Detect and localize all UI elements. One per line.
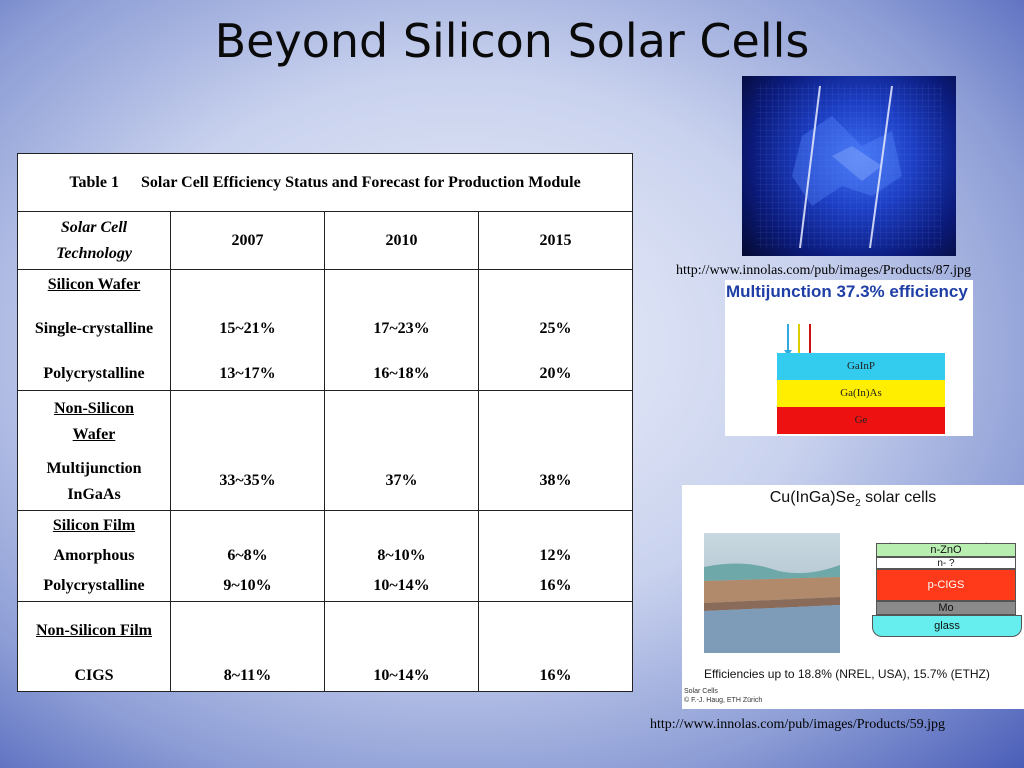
group-heading: Silicon Film <box>52 517 136 534</box>
table-caption-row: Table 1 Solar Cell Efficiency Status and … <box>17 153 633 212</box>
row-label: Single-crystalline <box>34 320 154 337</box>
col-2015: 16% <box>478 601 633 692</box>
cigs-image: Cu(InGa)Se2 solar cells n-ZnO n- ? p-CIG… <box>682 485 1024 709</box>
col-2010: 37% <box>324 390 479 511</box>
col-2007: 8~11% <box>170 601 325 692</box>
table-header-row: Solar Cell Technology 2007 2010 2015 <box>17 211 633 270</box>
cigs-credit-2: © F.-J. Haug, ETH Zürich <box>684 697 763 704</box>
table-cell: 25% <box>539 320 572 337</box>
table-cell: 6~8% <box>227 547 268 564</box>
header-technology-line2: Technology <box>56 244 132 262</box>
table-row: Non-Silicon Film CIGS 8~11% 10~14% 16% <box>17 601 633 692</box>
cigs-cross-section <box>704 533 990 653</box>
cigs-layer-glass: glass <box>872 615 1022 637</box>
table-cell: 13~17% <box>219 365 276 382</box>
slide-title: Beyond Silicon Solar Cells <box>214 14 810 68</box>
col-2007: 6~8% 9~10% <box>170 510 325 602</box>
col-2015: 25% 20% <box>478 269 633 391</box>
col-2015: 12% 16% <box>478 510 633 602</box>
table-cell: 17~23% <box>373 320 430 337</box>
table-cell: 38% <box>539 472 572 489</box>
cigs-layer-pcigs: p-CIGS <box>876 569 1016 601</box>
col-2015: 38% <box>478 390 633 511</box>
col-2010: 8~10% 10~14% <box>324 510 479 602</box>
table-cell: 15~21% <box>219 320 276 337</box>
table-row: Non-Silicon Wafer Multijunction InGaAs 3… <box>17 390 633 511</box>
col-2007: 15~21% 13~17% <box>170 269 325 391</box>
row-label: Amorphous <box>53 547 135 564</box>
col-2007: 33~35% <box>170 390 325 511</box>
cigs-image-url: http://www.innolas.com/pub/images/Produc… <box>650 717 946 732</box>
cigs-footer: Efficiencies up to 18.8% (NREL, USA), 15… <box>704 667 990 681</box>
table-cell: 12% <box>539 547 572 564</box>
table-row: Silicon Film Amorphous Polycrystalline 6… <box>17 510 633 602</box>
layer-bottom: Ge <box>777 407 945 434</box>
row-label: Polycrystalline <box>43 577 145 594</box>
cigs-layer-n: n- ? <box>876 557 1016 569</box>
multijunction-title: Multijunction 37.3% efficiency <box>726 282 968 301</box>
cigs-title-subscript: 2 <box>855 498 861 510</box>
header-2015: 2015 <box>478 211 633 270</box>
table-cell: 16% <box>539 667 572 684</box>
group-non-silicon-film: Non-Silicon Film CIGS <box>17 601 171 692</box>
table-cell: 16% <box>539 577 572 594</box>
group-silicon-film: Silicon Film Amorphous Polycrystalline <box>17 510 171 602</box>
group-heading: Silicon Wafer <box>47 276 141 293</box>
table-cell: 10~14% <box>373 577 430 594</box>
col-2010: 10~14% <box>324 601 479 692</box>
header-technology: Solar Cell Technology <box>17 211 171 270</box>
header-technology-line1: Solar Cell <box>60 218 128 236</box>
layer-mid: Ga(In)As <box>777 380 945 407</box>
row-label-line1: Multijunction <box>46 460 142 477</box>
table-cell: 10~14% <box>373 667 430 684</box>
col-2010: 17~23% 16~18% <box>324 269 479 391</box>
group-silicon-wafer: Silicon Wafer Single-crystalline Polycry… <box>17 269 171 391</box>
table-cell: 8~10% <box>377 547 426 564</box>
cigs-title: Cu(InGa)Se2 solar cells <box>682 489 1024 509</box>
group-heading: Non-Silicon Film <box>35 622 152 639</box>
cigs-layer-nzno: n-ZnO <box>876 543 1016 557</box>
cigs-title-main: Cu(InGa)Se <box>769 489 856 506</box>
table-caption-label: Table 1 <box>69 173 119 191</box>
group-heading-line1: Non-Silicon <box>53 400 134 417</box>
solar-panel-graphic <box>756 84 942 249</box>
multijunction-image: Multijunction 37.3% efficiency GaInP Ga(… <box>725 280 973 436</box>
table-cell: 8~11% <box>223 667 272 684</box>
table-cell: 16~18% <box>373 365 430 382</box>
table-cell: 20% <box>539 365 572 382</box>
cigs-layer-mo: Mo <box>876 601 1016 615</box>
solar-panel-image <box>742 76 956 256</box>
efficiency-table: Table 1 Solar Cell Efficiency Status and … <box>17 153 633 692</box>
table-row: Silicon Wafer Single-crystalline Polycry… <box>17 269 633 391</box>
group-heading-line2: Wafer <box>72 426 116 443</box>
row-label-line2: InGaAs <box>67 486 121 503</box>
cigs-title-rest: solar cells <box>860 489 937 506</box>
group-non-silicon-wafer: Non-Silicon Wafer Multijunction InGaAs <box>17 390 171 511</box>
table-cell: 9~10% <box>223 577 272 594</box>
panel-image-url: http://www.innolas.com/pub/images/Produc… <box>676 263 972 278</box>
table-cell: 37% <box>385 472 418 489</box>
row-label: CIGS <box>74 667 114 684</box>
table-caption-text: Solar Cell Efficiency Status and Forecas… <box>140 173 581 191</box>
layer-top: GaInP <box>777 353 945 380</box>
table-caption: Table 1 Solar Cell Efficiency Status and … <box>17 153 633 212</box>
header-2010: 2010 <box>324 211 479 270</box>
table-cell: 33~35% <box>219 472 276 489</box>
row-label: Polycrystalline <box>43 365 145 382</box>
header-2007: 2007 <box>170 211 325 270</box>
cigs-credit-1: Solar Cells <box>684 688 718 695</box>
